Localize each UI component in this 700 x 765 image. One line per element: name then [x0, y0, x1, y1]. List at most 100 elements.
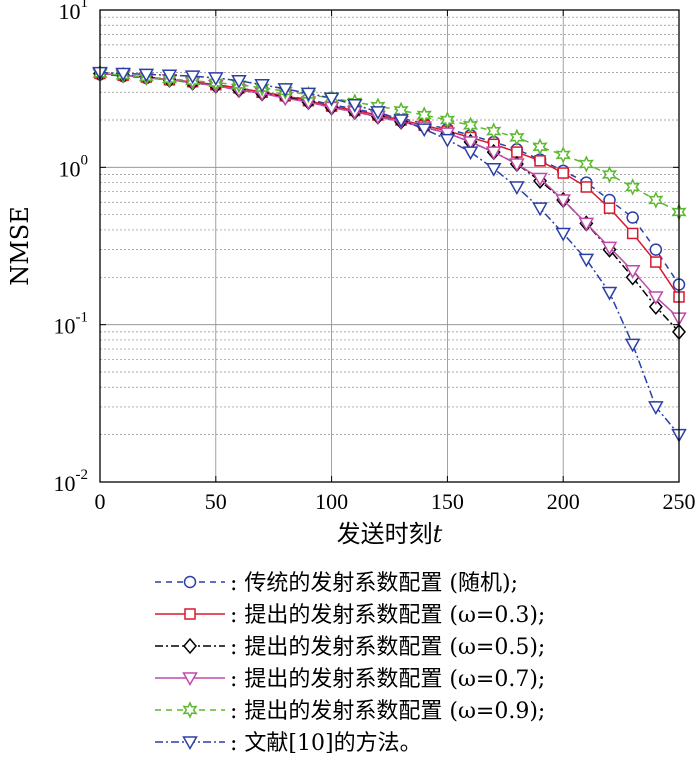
series-4-point	[578, 217, 595, 232]
series-6-point	[115, 67, 131, 82]
x-tick-label: 250	[663, 489, 696, 514]
series-5-point	[439, 111, 456, 129]
x-tick-label: 200	[547, 489, 580, 514]
series-6-point	[323, 92, 340, 107]
legend-marker	[183, 575, 197, 589]
series-6-point	[462, 146, 479, 161]
series-5-point	[578, 155, 594, 173]
x-tick-label: 0	[95, 489, 106, 514]
legend-marker	[184, 608, 196, 620]
series-6-point	[346, 98, 363, 113]
series-2	[94, 67, 685, 303]
x-axis-title-variable: t	[433, 520, 443, 548]
series-3-line	[99, 72, 680, 333]
y-tick-label-exponent: 0	[81, 152, 89, 168]
series-4-point	[532, 172, 548, 187]
series-6-point	[416, 123, 433, 138]
series-3	[93, 65, 686, 341]
series-6-point	[300, 87, 317, 102]
x-tick-label: 150	[431, 489, 464, 514]
series-2-point	[603, 202, 616, 214]
series-6-point	[485, 162, 502, 177]
series-2-point	[534, 155, 546, 167]
legend-label: : 提出的发射系数配置 (ω=0.5);	[230, 635, 545, 660]
series-5-point	[555, 146, 571, 164]
series-4-point	[555, 194, 571, 209]
y-tick-label-exponent: -2	[76, 467, 89, 483]
series-6-point	[393, 114, 409, 128]
legend-item-1: : 传统的发射系数配置 (随机);	[155, 571, 518, 596]
series-5-point	[486, 122, 502, 140]
series-2-point	[557, 167, 569, 179]
series-6-line	[99, 71, 680, 436]
legend-label: : 提出的发射系数配置 (ω=0.3);	[230, 603, 545, 628]
y-tick-label: 10-1	[54, 310, 89, 339]
y-tick-label: 100	[59, 152, 89, 181]
series-5-point	[601, 165, 618, 184]
y-tick-label-base: 10	[59, 0, 81, 24]
series-5-point	[462, 116, 479, 135]
x-axis-title-text: 发送时刻	[337, 520, 433, 548]
series-6	[92, 66, 687, 443]
plot-frame	[99, 9, 680, 483]
series-6-point	[601, 286, 618, 301]
legend: : 传统的发射系数配置 (随机); : 提出的发射系数配置 (ω=0.3); : 提…	[155, 571, 545, 756]
series-4-line	[99, 72, 680, 319]
y-tick-label-base: 10	[54, 471, 76, 496]
series-6-point	[184, 70, 201, 85]
series-6-point	[161, 69, 178, 84]
series-2-point	[580, 181, 593, 193]
legend-label: : 传统的发射系数配置 (随机);	[230, 571, 518, 596]
series-4-point	[509, 158, 525, 173]
series-2-point	[650, 256, 662, 268]
series-6-point	[208, 72, 224, 86]
series-6-point	[439, 133, 456, 148]
series-6-point	[254, 78, 270, 93]
series-2-point	[626, 227, 639, 240]
series-1	[93, 68, 686, 291]
legend-marker	[182, 736, 198, 751]
series-5-point	[625, 178, 641, 196]
y-tick-label-base: 10	[59, 156, 81, 181]
series-5-line	[99, 72, 680, 213]
series-6-point	[555, 227, 571, 242]
series-1-point	[626, 211, 639, 224]
series-2-line	[99, 72, 680, 298]
series-6-point	[277, 83, 294, 97]
legend-item-2: : 提出的发射系数配置 (ω=0.3);	[155, 603, 545, 628]
legend-marker	[182, 672, 198, 687]
legend-item-5: : 提出的发射系数配置 (ω=0.9);	[155, 699, 545, 724]
y-tick-label-exponent: 1	[81, 0, 89, 11]
series-6-point	[624, 338, 641, 353]
series-5-point	[648, 191, 664, 209]
series-6-point	[231, 75, 247, 89]
y-tick-label: 101	[59, 0, 89, 24]
series-6-point	[138, 68, 155, 83]
legend-item-4: : 提出的发射系数配置 (ω=0.7);	[155, 667, 545, 692]
series-6-point	[509, 181, 525, 196]
x-tick-label: 50	[205, 489, 227, 514]
x-axis-title: 发送时刻t	[337, 520, 443, 548]
legend-item-3: : 提出的发射系数配置 (ω=0.5);	[155, 635, 545, 660]
series-5-point	[416, 106, 432, 124]
series-1-point	[649, 243, 663, 256]
legend-label: : 提出的发射系数配置 (ω=0.9);	[230, 699, 545, 724]
y-tick-label-base: 10	[54, 314, 76, 339]
series-4-point	[462, 136, 479, 150]
legend-label: : 提出的发射系数配置 (ω=0.7);	[230, 667, 545, 692]
series-6-point	[532, 202, 548, 217]
y-axis-title: NMSE	[6, 206, 34, 286]
y-tick-label-exponent: -1	[76, 310, 89, 326]
series-5-point	[509, 128, 525, 147]
series-4-point	[601, 241, 618, 256]
series-6-point	[648, 401, 664, 415]
legend-item-6: : 文献[10]的方法。	[155, 731, 422, 756]
series-6-point	[370, 106, 386, 120]
legend-marker	[183, 637, 197, 655]
grid	[100, 10, 679, 482]
legend-label: : 文献[10]的方法。	[230, 731, 422, 756]
series-6-point	[578, 253, 595, 268]
series-4-point	[648, 291, 664, 305]
series-2-point	[511, 146, 523, 158]
